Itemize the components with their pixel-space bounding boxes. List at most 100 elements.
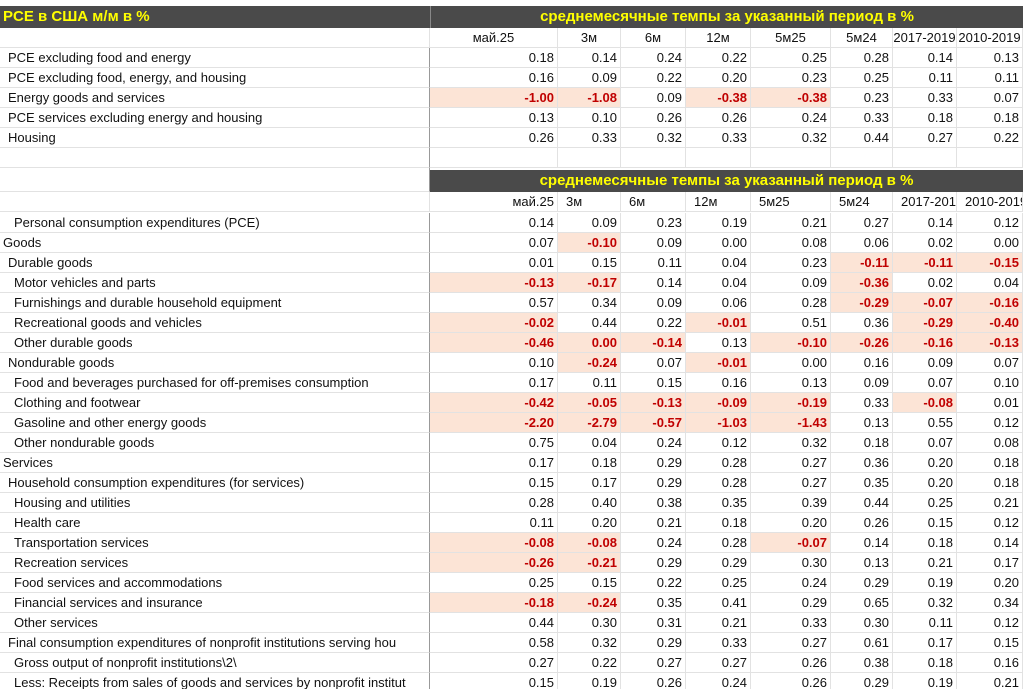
value-cell: 0.29: [621, 633, 686, 653]
value-cell: 0.27: [893, 128, 957, 148]
value-cell: 0.24: [621, 533, 686, 553]
value-cell: 0.14: [893, 48, 957, 68]
value-cell: 0.32: [751, 433, 831, 453]
value-cell: 0.22: [621, 313, 686, 333]
value-cell: 0.28: [686, 453, 751, 473]
value-cell: -0.16: [893, 333, 957, 353]
blank: [430, 148, 558, 168]
blank: [751, 148, 831, 168]
row-label: Services: [0, 453, 430, 473]
value-cell: 0.04: [686, 273, 751, 293]
value-cell: 0.20: [751, 513, 831, 533]
value-cell: 0.32: [621, 128, 686, 148]
blank: [0, 168, 430, 192]
value-cell: 0.26: [621, 108, 686, 128]
value-cell: 0.35: [621, 593, 686, 613]
value-cell: 0.32: [751, 128, 831, 148]
value-cell: 0.17: [430, 373, 558, 393]
value-cell: 0.20: [957, 573, 1023, 593]
value-cell: 0.24: [751, 573, 831, 593]
value-cell: 0.07: [893, 433, 957, 453]
value-cell: 0.27: [621, 653, 686, 673]
value-cell: 0.29: [686, 553, 751, 573]
value-cell: -2.79: [558, 413, 621, 433]
value-cell: 0.07: [957, 88, 1023, 108]
blank: [831, 148, 893, 168]
row-label: PCE excluding food and energy: [0, 48, 430, 68]
value-cell: 0.04: [558, 433, 621, 453]
value-cell: -0.07: [751, 533, 831, 553]
value-cell: 0.29: [621, 473, 686, 493]
value-cell: 0.19: [686, 213, 751, 233]
value-cell: 0.28: [686, 473, 751, 493]
value-cell: 0.25: [831, 68, 893, 88]
value-cell: 0.18: [957, 473, 1023, 493]
blank: [0, 192, 430, 212]
value-cell: 0.20: [558, 513, 621, 533]
value-cell: -0.07: [893, 293, 957, 313]
value-cell: 0.44: [831, 128, 893, 148]
value-cell: 0.27: [831, 213, 893, 233]
value-cell: -0.09: [686, 393, 751, 413]
value-cell: 0.35: [686, 493, 751, 513]
value-cell: 0.23: [751, 253, 831, 273]
value-cell: 0.13: [957, 48, 1023, 68]
value-cell: 0.21: [686, 613, 751, 633]
value-cell: -0.13: [621, 393, 686, 413]
column-header: 6м: [621, 192, 686, 212]
row-label: Goods: [0, 233, 430, 253]
value-cell: 0.28: [751, 293, 831, 313]
row-label: PCE excluding food, energy, and housing: [0, 68, 430, 88]
row-label: Clothing and footwear: [0, 393, 430, 413]
row-label: Transportation services: [0, 533, 430, 553]
value-cell: 0.24: [621, 48, 686, 68]
value-cell: -0.26: [430, 553, 558, 573]
value-cell: 0.21: [893, 553, 957, 573]
value-cell: -0.26: [831, 333, 893, 353]
value-cell: 0.18: [430, 48, 558, 68]
value-cell: 0.17: [558, 473, 621, 493]
value-cell: 0.30: [558, 613, 621, 633]
value-cell: 0.19: [558, 673, 621, 689]
value-cell: 0.12: [957, 213, 1023, 233]
value-cell: 0.61: [831, 633, 893, 653]
value-cell: 0.06: [686, 293, 751, 313]
value-cell: 0.34: [558, 293, 621, 313]
value-cell: 0.14: [558, 48, 621, 68]
value-cell: 0.24: [621, 433, 686, 453]
value-cell: 0.20: [686, 68, 751, 88]
value-cell: 0.22: [621, 68, 686, 88]
value-cell: 0.18: [893, 108, 957, 128]
value-cell: 0.14: [621, 273, 686, 293]
value-cell: 0.33: [893, 88, 957, 108]
blank: [0, 148, 430, 168]
value-cell: 0.14: [831, 533, 893, 553]
value-cell: 0.18: [831, 433, 893, 453]
value-cell: 0.57: [430, 293, 558, 313]
value-cell: 0.07: [957, 353, 1023, 373]
value-cell: 0.55: [893, 413, 957, 433]
value-cell: 0.12: [686, 433, 751, 453]
value-cell: 0.10: [430, 353, 558, 373]
column-header: 2010-2019: [957, 192, 1023, 212]
value-cell: 0.16: [686, 373, 751, 393]
column-header: 12м: [686, 28, 751, 48]
value-cell: 0.13: [686, 333, 751, 353]
value-cell: 0.18: [558, 453, 621, 473]
value-cell: 0.25: [686, 573, 751, 593]
value-cell: 0.17: [957, 553, 1023, 573]
row-label: Food and beverages purchased for off-pre…: [0, 373, 430, 393]
value-cell: 0.09: [831, 373, 893, 393]
value-cell: -0.15: [957, 253, 1023, 273]
value-cell: 0.11: [558, 373, 621, 393]
value-cell: 0.22: [621, 573, 686, 593]
value-cell: 0.40: [558, 493, 621, 513]
row-label: Personal consumption expenditures (PCE): [0, 213, 430, 233]
row-label: Gasoline and other energy goods: [0, 413, 430, 433]
value-cell: 0.07: [430, 233, 558, 253]
value-cell: 0.18: [893, 533, 957, 553]
value-cell: 0.21: [957, 673, 1023, 689]
value-cell: 0.75: [430, 433, 558, 453]
value-cell: 0.16: [957, 653, 1023, 673]
